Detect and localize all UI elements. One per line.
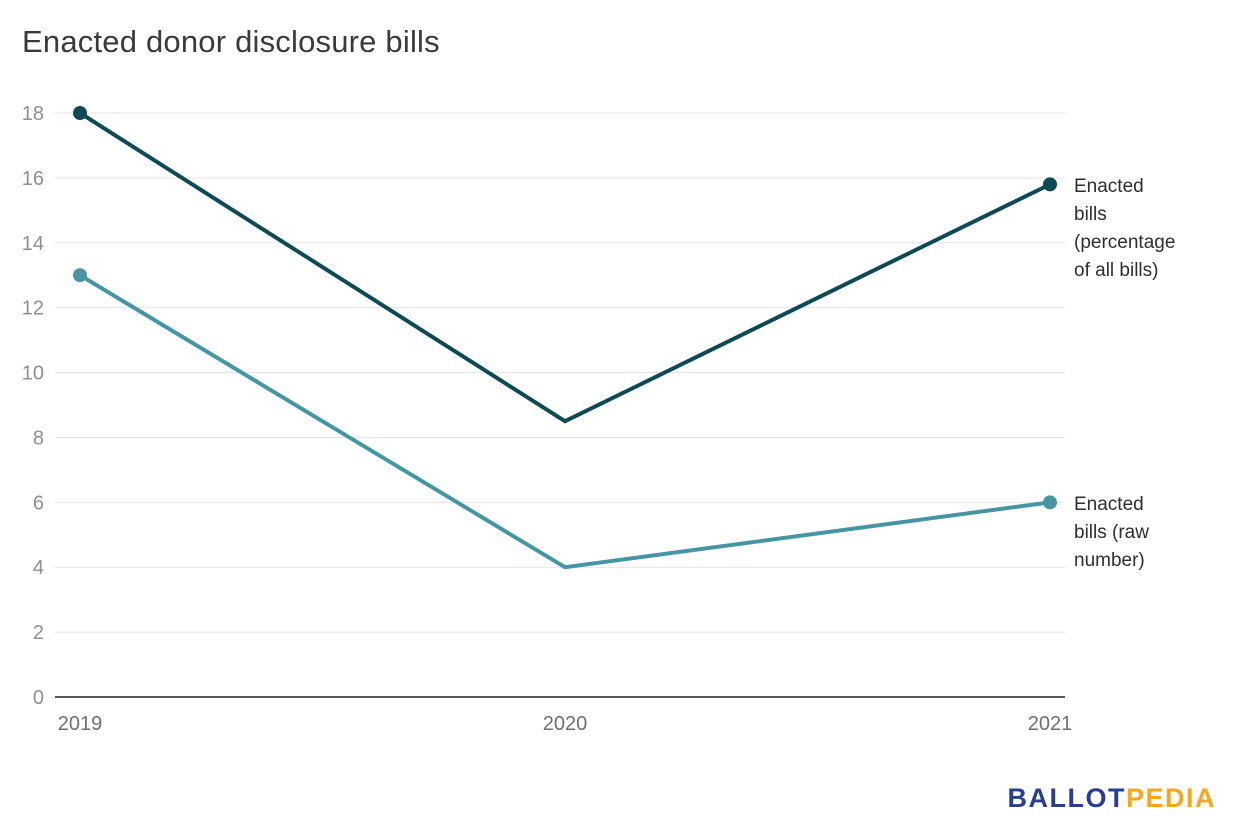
logo-ballot-text: BALLOT <box>1007 783 1126 813</box>
y-tick-label: 2 <box>33 622 44 644</box>
series-label-percentage: Enacted bills (percentage of all bills) <box>1074 173 1204 285</box>
x-tick-label: 2021 <box>1028 713 1073 735</box>
y-tick-label: 0 <box>33 687 44 709</box>
y-tick-label: 14 <box>22 233 44 255</box>
logo-pedia-text: PEDIA <box>1125 783 1216 813</box>
y-tick-label: 4 <box>33 557 44 579</box>
series-label-line: Enacted <box>1074 494 1144 515</box>
data-point-marker <box>1043 177 1057 192</box>
y-tick-label: 8 <box>33 427 44 449</box>
ballotpedia-logo: BALLOTPEDIA <box>1007 783 1216 814</box>
series-label-line: bills (raw <box>1074 522 1149 543</box>
series-label-line: bills <box>1074 204 1107 225</box>
x-tick-label: 2020 <box>543 713 588 735</box>
x-tick-label: 2019 <box>58 713 103 735</box>
series-label-line: of all bills) <box>1074 260 1159 281</box>
series-label-line: number) <box>1074 550 1145 571</box>
series-label-line: Enacted <box>1074 176 1144 197</box>
series-label-raw-number: Enacted bills (raw number) <box>1074 491 1204 575</box>
series-label-line: (percentage <box>1074 232 1176 253</box>
y-tick-label: 10 <box>22 363 44 385</box>
y-tick-label: 18 <box>22 103 44 125</box>
y-tick-label: 6 <box>33 492 44 514</box>
y-tick-label: 16 <box>22 168 44 190</box>
series-line <box>78 273 1051 570</box>
data-point-marker <box>73 268 87 283</box>
page-title: Enacted donor disclosure bills <box>22 24 440 59</box>
data-point-marker <box>1043 495 1057 510</box>
data-point-marker <box>73 106 87 120</box>
y-tick-label: 12 <box>22 298 44 320</box>
series-line <box>78 111 1051 424</box>
